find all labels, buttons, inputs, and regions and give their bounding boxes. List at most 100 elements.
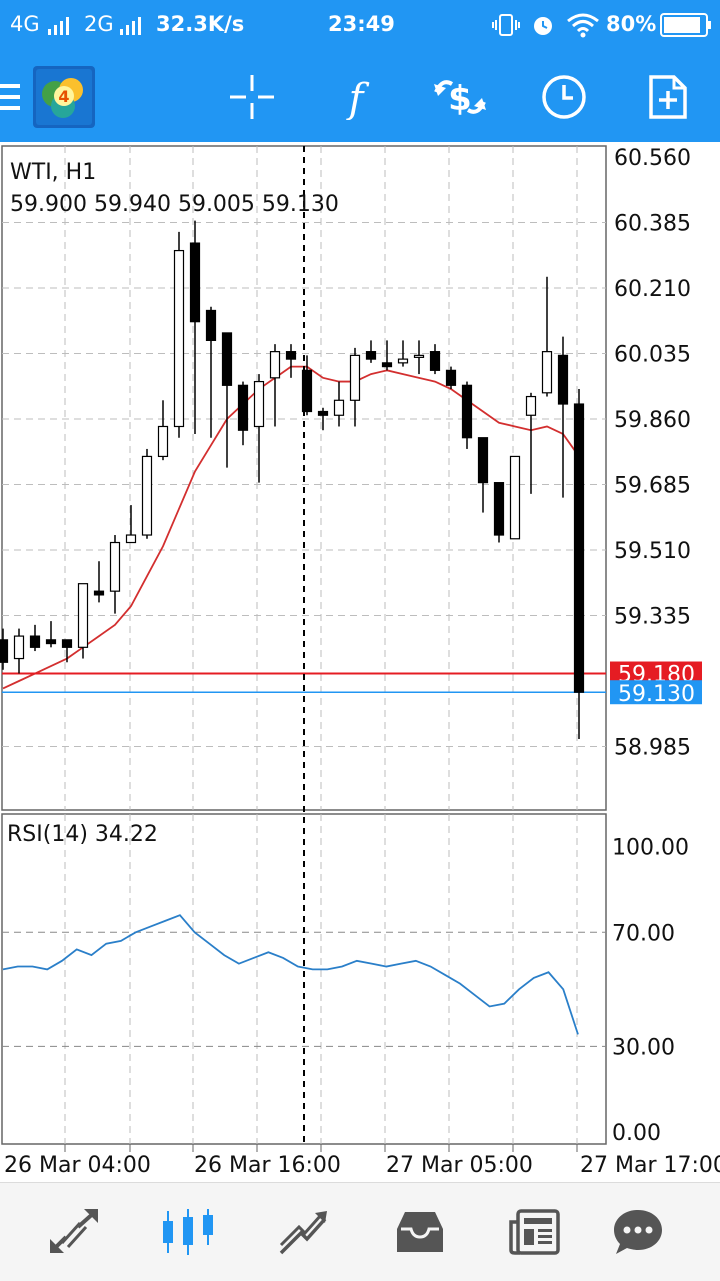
price-axis-label: 59.685 [614,474,691,499]
nav-history[interactable] [360,1183,480,1281]
ask-price-label: 59.130 [618,682,695,707]
candle-bearish [301,369,313,413]
candle-bullish [397,358,409,364]
crosshair-button[interactable] [222,52,282,142]
candle-bearish [429,351,441,371]
candle-bullish [13,635,25,660]
network-type-secondary: 2G [84,12,114,36]
candle-bearish [381,362,393,368]
rsi-axis-label: 30.00 [612,1035,675,1060]
app-logo[interactable]: 4 [32,52,96,142]
clock-time: 23:49 [328,12,395,36]
candle-bullish [253,380,265,428]
chart-canvas[interactable]: WTI, H1 59.900 59.940 59.005 59.130 RSI(… [0,142,720,1182]
network-type-primary: 4G [10,12,40,36]
candle-bearish [445,369,457,386]
candle-bearish [93,590,105,596]
candle-bearish [557,354,569,405]
candle-bearish [365,351,377,360]
price-axis-label: 60.210 [614,277,691,302]
moving-average-line [2,365,580,690]
candle-bearish [221,332,233,386]
candle-bullish [141,455,153,536]
network-speed: 32.3K/s [156,12,245,36]
candle-bearish [477,437,489,484]
chart-ohlc-label: 59.900 59.940 59.005 59.130 [10,192,339,217]
ask-price-badge [610,680,702,705]
new-object-icon [649,75,687,119]
candle-bullish [349,354,361,401]
news-icon [509,1209,560,1255]
chart-tab-icon [163,1209,213,1255]
mt4-logo-icon: 4 [33,66,95,128]
candle-bullish [109,541,121,592]
price-axis-label: 60.385 [614,212,691,237]
timeframe-clock-icon [542,75,586,119]
candle-bearish [285,351,297,360]
signal-strength-icon [48,17,69,35]
price-axis-label: 59.335 [614,605,691,630]
candle-bullish [525,395,537,416]
candle-bearish [573,403,585,693]
candle-bearish [29,635,41,648]
indicators-icon: f [346,76,370,120]
rsi-pane-frame [1,813,607,1145]
candle-bearish [493,482,505,536]
candle-bullish [509,455,521,540]
timeframe-button[interactable] [534,52,594,142]
price-axis-label: 59.860 [614,408,691,433]
nav-quotes[interactable] [14,1183,134,1281]
rsi-line [2,914,579,1035]
candle-bearish [45,639,57,645]
nav-trade[interactable] [244,1183,364,1281]
candle-bullish [77,583,89,648]
chat-icon [614,1210,662,1254]
symbol-currency-icon: $ [434,79,486,119]
candle-bullish [413,354,425,358]
time-axis-label: 27 Mar 05:00 [386,1153,533,1178]
svg-text:f: f [346,76,370,120]
candle-bullish [269,351,281,379]
rsi-axis-label: 100.00 [612,836,689,861]
nav-chat[interactable] [578,1183,698,1281]
rsi-label: RSI(14) 34.22 [7,822,158,847]
time-axis-label: 26 Mar 04:00 [4,1153,151,1178]
menu-icon [0,84,20,110]
candle-bullish [173,249,185,428]
chart-area[interactable]: WTI, H1 59.900 59.940 59.005 59.130 RSI(… [0,142,720,1182]
candle-bullish [125,534,137,544]
candle-bearish [461,384,473,439]
candle-bullish [157,425,169,458]
bottom-navigation [0,1182,720,1281]
indicators-button[interactable]: f [326,52,386,142]
vibrate-icon [492,14,520,36]
nav-news[interactable] [474,1183,594,1281]
toolbar: 4 f $ [0,52,720,142]
price-axis-label: 60.560 [614,146,691,171]
quotes-icon [50,1209,98,1253]
candle-bearish [189,242,201,323]
battery-icon [660,13,711,37]
rsi-axis-label: 70.00 [612,921,675,946]
candle-bearish [61,639,73,648]
rsi-axis-label: 0.00 [612,1121,661,1146]
crosshair-icon [230,75,274,119]
candle-bearish [0,639,9,663]
candle-bearish [317,410,329,416]
status-bar: 4G 2G 32.3K/s 23:49 80% [0,0,720,52]
price-axis-label: 60.035 [614,343,691,368]
svg-text:4: 4 [58,87,69,106]
trade-icon [279,1211,327,1255]
candle-bullish [333,399,345,416]
candle-bearish [205,309,217,341]
symbols-button[interactable]: $ [428,52,492,142]
new-object-button[interactable] [638,52,698,142]
nav-chart[interactable] [128,1183,248,1281]
chart-symbol-label: WTI, H1 [10,160,96,185]
price-axis-label: 58.985 [614,736,691,761]
menu-button[interactable] [0,52,22,142]
price-axis-label: 59.510 [614,539,691,564]
time-axis-label: 27 Mar 17:00 [580,1153,720,1178]
time-axis-label: 26 Mar 16:00 [194,1153,341,1178]
alarm-icon [534,17,552,35]
